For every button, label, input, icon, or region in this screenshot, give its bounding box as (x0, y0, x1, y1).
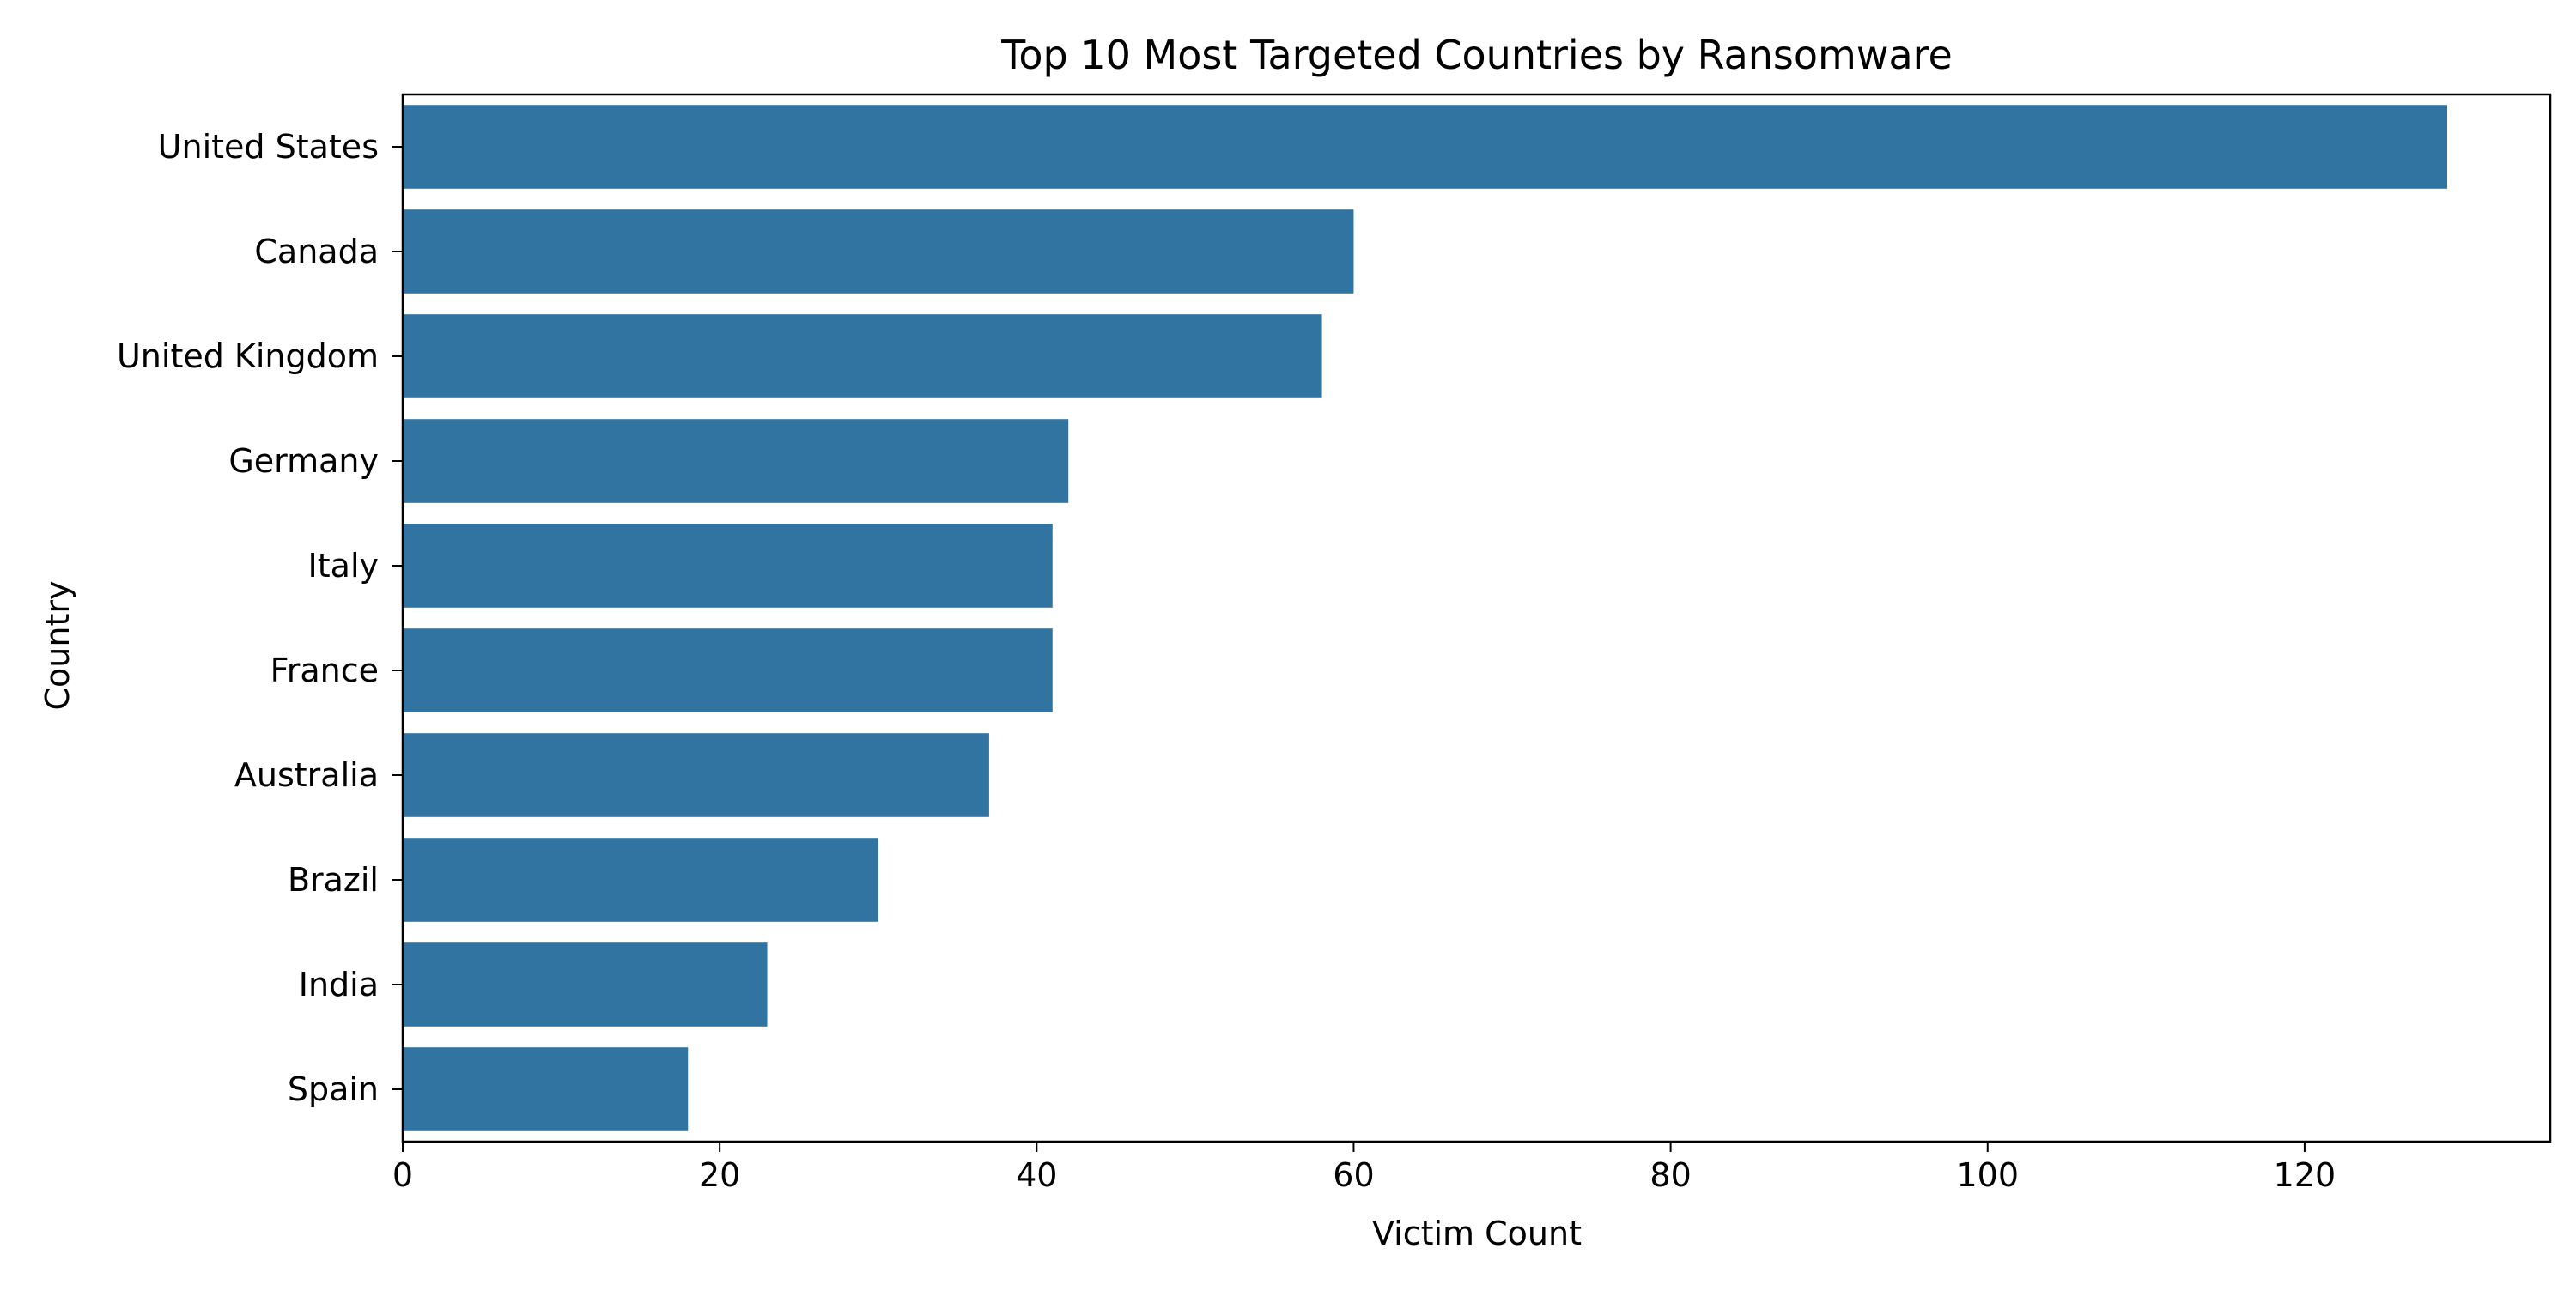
bar-spain (403, 1047, 689, 1131)
bar-brazil (403, 838, 878, 922)
y-tick-label: Spain (288, 1070, 379, 1108)
bar-united-states (403, 105, 2448, 189)
plot-frame (401, 93, 2552, 1143)
chart-title: Top 10 Most Targeted Countries by Ransom… (1000, 32, 1953, 78)
x-axis-label: Victim Count (1372, 1215, 1582, 1252)
x-tick-label: 80 (1649, 1156, 1691, 1194)
x-tick-label: 40 (1016, 1156, 1057, 1194)
x-axis: 0 20 40 60 80 100 120 (392, 1142, 2336, 1194)
bar-france (403, 628, 1053, 712)
y-axis-label: Country (39, 581, 76, 711)
y-tick-label: United Kingdom (117, 337, 379, 375)
bar-canada (403, 209, 1354, 294)
x-tick-label: 120 (2274, 1156, 2336, 1194)
x-tick-label: 100 (1956, 1156, 2019, 1194)
bar-india (403, 942, 768, 1027)
x-tick-label: 0 (392, 1156, 413, 1194)
bar-germany (403, 419, 1069, 503)
y-tick-label: Germany (228, 442, 379, 480)
bar-australia (403, 733, 989, 817)
bar-italy (403, 524, 1053, 608)
y-tick-label: France (270, 652, 379, 689)
y-tick-label: Canada (254, 233, 379, 270)
y-axis: United States Canada United Kingdom Germany… (117, 128, 403, 1108)
bar-united-kingdom (403, 314, 1322, 398)
y-tick-label: India (299, 966, 379, 1003)
bars-layer (403, 105, 2448, 1131)
y-tick-label: Italy (308, 547, 379, 585)
y-tick-label: Brazil (288, 861, 379, 899)
x-tick-label: 20 (699, 1156, 740, 1194)
x-tick-label: 60 (1333, 1156, 1374, 1194)
y-tick-label: United States (158, 128, 379, 166)
y-tick-label: Australia (234, 756, 379, 794)
